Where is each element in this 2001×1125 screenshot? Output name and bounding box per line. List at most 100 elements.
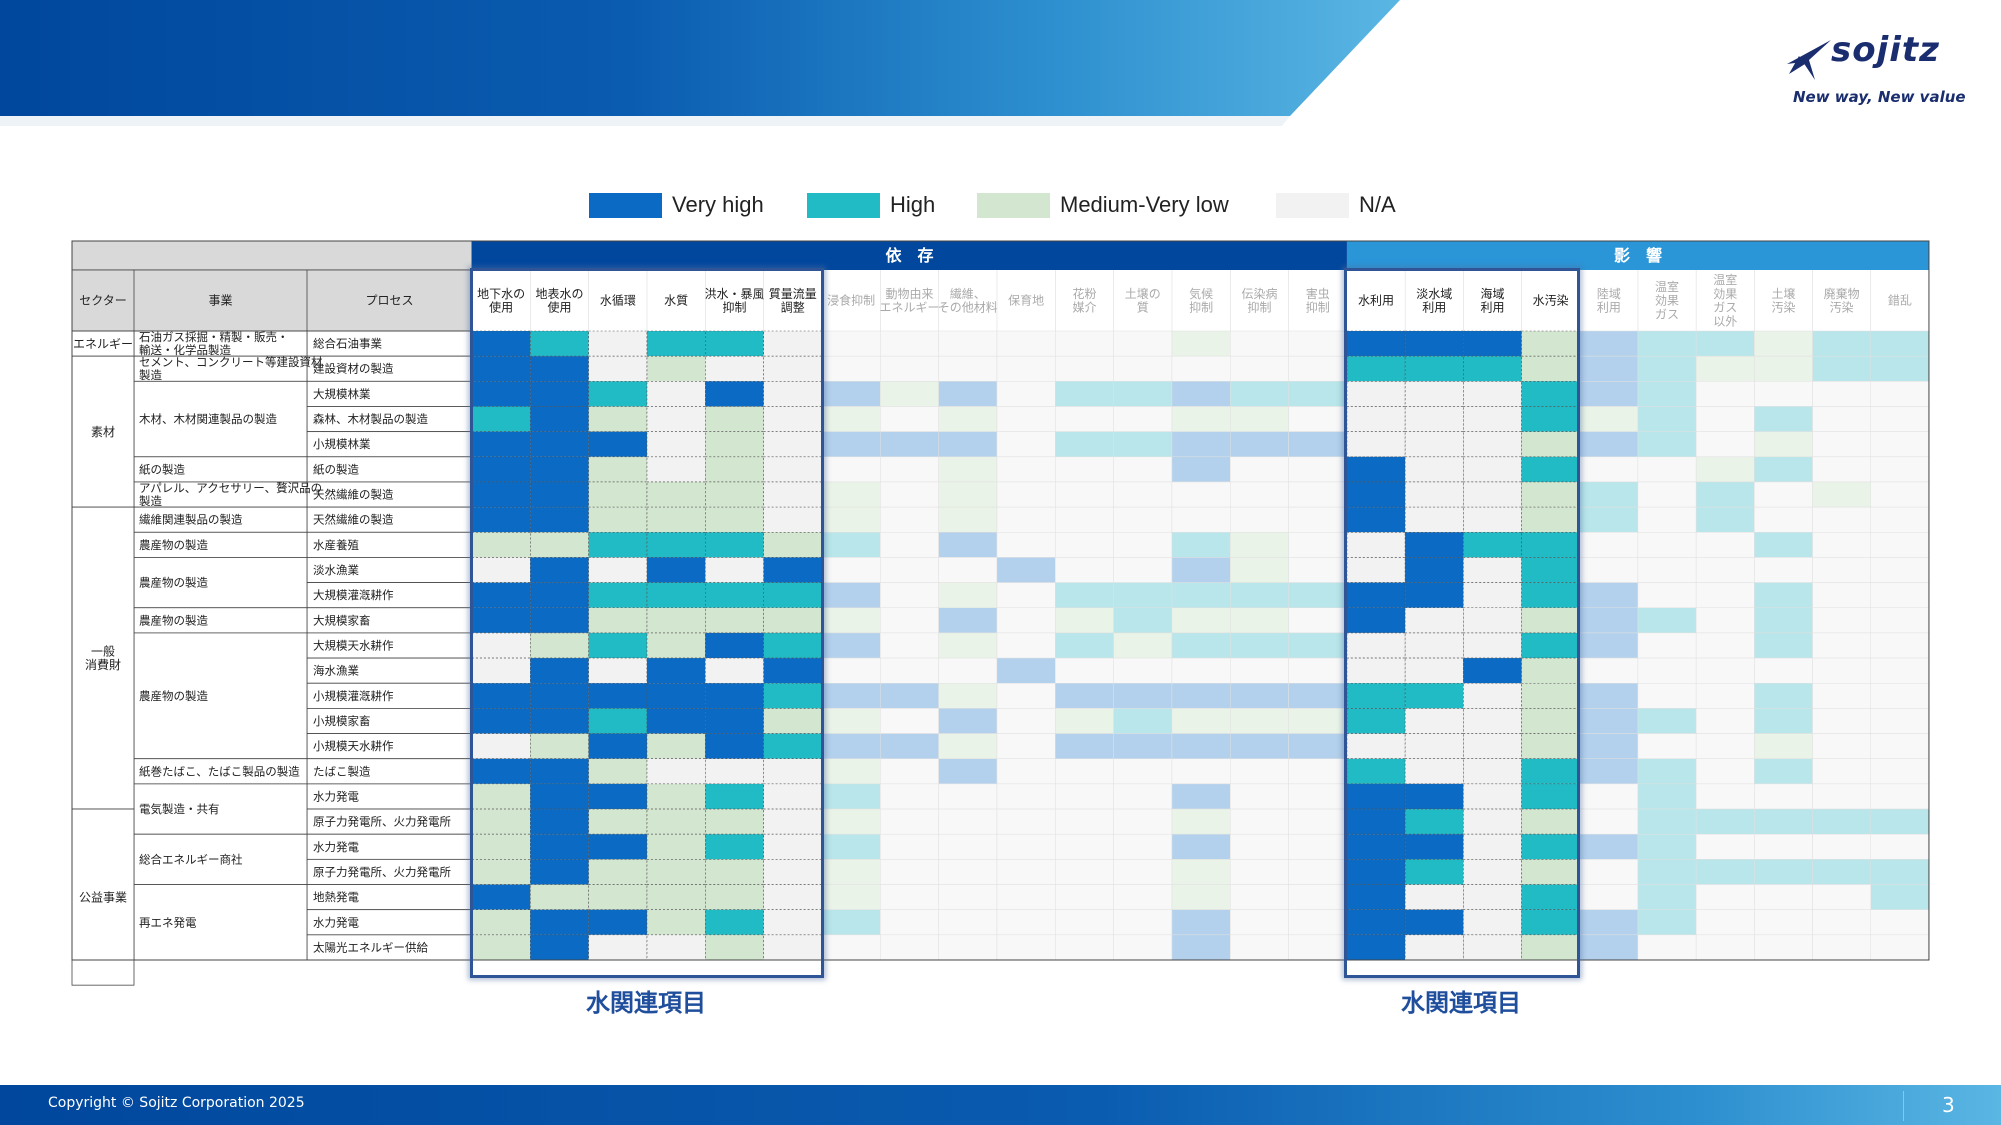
process-label: 天然繊維の製造 (313, 488, 394, 502)
dep-cell (1055, 934, 1114, 961)
imp-cell (1812, 733, 1872, 759)
dep-cell (880, 909, 939, 936)
dep-cell (996, 934, 1056, 961)
dep-cell (996, 733, 1056, 759)
dep-cell (996, 456, 1056, 483)
dep-cell (821, 632, 881, 659)
dep-cell (1171, 934, 1231, 961)
imp-col-header-bg (1579, 270, 1638, 331)
imp-col-header: 陸域利用 (1597, 287, 1621, 315)
imp-cell (1754, 708, 1813, 734)
imp-cell (1812, 330, 1872, 357)
dep-cell (821, 758, 881, 785)
imp-cell (1579, 708, 1639, 734)
imp-cell (1579, 406, 1639, 432)
dep-cell (1113, 783, 1173, 810)
dep-cell (1288, 909, 1348, 936)
process-label: 大規模林業 (313, 387, 371, 401)
dep-cell (880, 783, 939, 810)
dep-cell (1230, 355, 1289, 382)
process-cell (306, 380, 473, 407)
imp-cell (1695, 406, 1755, 432)
imp-cell (1870, 481, 1930, 508)
process-label: 太陽光エネルギー供給 (313, 940, 428, 954)
dep-cell (1113, 381, 1173, 407)
imp-cell (1870, 859, 1930, 885)
dep-cell (1113, 582, 1173, 609)
imp-cell (1812, 607, 1872, 634)
business-cell (133, 330, 308, 357)
dep-cell (880, 330, 939, 357)
logo-tagline: New way, New value (1793, 88, 1966, 106)
dep-cell (1230, 481, 1289, 508)
dep-cell (1288, 431, 1348, 458)
dep-cell (821, 481, 881, 508)
dep-cell (1055, 657, 1114, 684)
dep-col-header: 害虫抑制 (1306, 286, 1330, 315)
dep-cell (938, 682, 998, 709)
legend-label: High (890, 192, 936, 217)
business-label: 繊維関連製品の製造 (139, 513, 243, 527)
imp-cell (1870, 909, 1930, 936)
imp-col-header: 錯乱 (1888, 293, 1912, 308)
dep-cell (1171, 733, 1231, 759)
imp-cell (1812, 833, 1872, 860)
dep-cell (938, 532, 998, 558)
dep-cell (1230, 582, 1289, 609)
dep-cell (938, 884, 998, 910)
dep-cell (1288, 833, 1348, 860)
dep-cell (821, 833, 881, 860)
imp-cell (1579, 582, 1639, 609)
process-label: 小規模天水耕作 (313, 739, 394, 753)
dep-cell (880, 355, 939, 382)
imp-cell (1637, 758, 1697, 785)
dep-cell (1055, 808, 1114, 835)
header-business: 事業 (208, 294, 232, 308)
imp-cell (1870, 381, 1930, 407)
imp-cell (1637, 456, 1697, 483)
group-header-impact (1346, 241, 1929, 270)
dep-cell (938, 557, 998, 583)
dep-cell (996, 506, 1056, 533)
dep-cell (1230, 934, 1289, 961)
dep-cell (880, 884, 939, 910)
dep-cell (1230, 532, 1289, 558)
legend: Very high High Medium-Very low N/A (0, 190, 2001, 220)
process-cell (306, 431, 473, 458)
dep-cell (1113, 884, 1173, 910)
process-cell (306, 481, 473, 508)
dep-col-header: 動物由来エネルギー (879, 287, 939, 315)
dep-cell (1230, 783, 1289, 810)
dep-cell (821, 909, 881, 936)
dep-cell (1171, 657, 1231, 684)
imp-cell (1695, 733, 1755, 759)
dep-cell (1171, 909, 1231, 936)
header-shade (0, 116, 1290, 126)
imp-cell (1637, 607, 1697, 634)
imp-cell (1812, 758, 1872, 785)
imp-col-header-bg (1754, 270, 1813, 331)
dep-cell (1171, 833, 1231, 860)
dep-cell (938, 758, 998, 785)
dep-col-header: 保育地 (1008, 293, 1044, 308)
process-cell (306, 406, 473, 433)
dep-cell (1171, 381, 1231, 407)
dep-cell (880, 406, 939, 432)
dep-cell (1171, 783, 1231, 810)
dep-cell (1230, 406, 1289, 432)
imp-cell (1754, 406, 1813, 432)
dep-cell (1113, 532, 1173, 558)
imp-col-header-bg (1637, 270, 1697, 331)
process-cell (306, 582, 473, 609)
dep-cell (880, 708, 939, 734)
dep-cell (1113, 330, 1173, 357)
imp-cell (1754, 657, 1813, 684)
imp-cell (1579, 456, 1639, 483)
imp-cell (1695, 708, 1755, 734)
dep-cell (1230, 682, 1289, 709)
header-process: プロセス (365, 294, 413, 308)
business-label: アパレル、アクセサリー、贅沢品の製造 (139, 481, 322, 508)
dep-cell (821, 506, 881, 533)
dep-cell (1230, 607, 1289, 634)
dep-cell (1055, 481, 1114, 508)
